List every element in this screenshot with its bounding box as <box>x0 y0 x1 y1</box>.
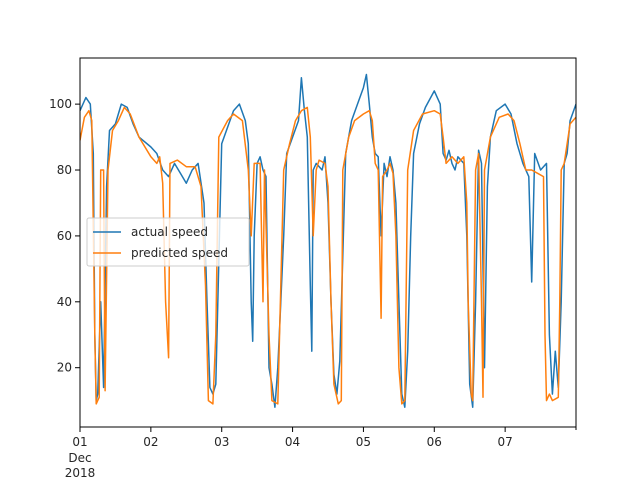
x-tick-label: 05 <box>356 435 371 449</box>
x-tick-label: 04 <box>285 435 300 449</box>
legend-box <box>86 217 250 267</box>
y-tick-label: 80 <box>57 163 72 177</box>
legend-label-actual-speed: actual speed <box>131 225 208 239</box>
axes-frame <box>79 57 577 428</box>
y-tick-label: 100 <box>49 97 72 111</box>
y-tick-label: 60 <box>57 229 72 243</box>
axes-border <box>79 57 577 428</box>
x-tick-label: 01 <box>72 435 87 449</box>
x-tick-label: 07 <box>498 435 513 449</box>
x-tick-label: 02 <box>143 435 158 449</box>
y-tick-label: 20 <box>57 361 72 375</box>
plot-area <box>80 73 576 408</box>
legend-label-predicted-speed: predicted speed <box>131 246 228 260</box>
y-axis: 20 40 60 80 100 <box>49 97 80 375</box>
legend: actual speed predicted speed <box>86 217 250 267</box>
x-tick-sublabel: Dec <box>68 451 91 465</box>
x-tick-label: 03 <box>214 435 229 449</box>
x-tick-sublabel: 2018 <box>65 466 96 480</box>
x-tick-label: 06 <box>427 435 442 449</box>
series-line-predicted-speed <box>80 106 576 405</box>
y-tick-label: 40 <box>57 295 72 309</box>
